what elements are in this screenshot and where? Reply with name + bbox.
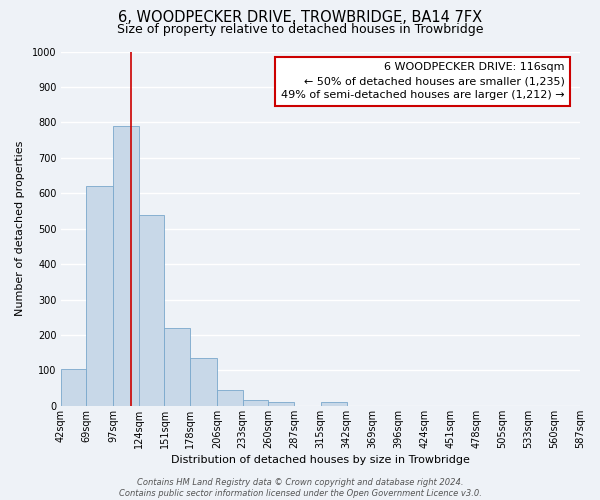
Bar bbox=[268, 402, 294, 406]
Bar bbox=[139, 214, 164, 406]
Bar bbox=[321, 402, 347, 406]
Bar bbox=[86, 186, 113, 406]
Bar bbox=[164, 328, 190, 406]
Bar bbox=[61, 368, 86, 406]
Text: Size of property relative to detached houses in Trowbridge: Size of property relative to detached ho… bbox=[117, 22, 483, 36]
Bar bbox=[190, 358, 217, 406]
Text: 6, WOODPECKER DRIVE, TROWBRIDGE, BA14 7FX: 6, WOODPECKER DRIVE, TROWBRIDGE, BA14 7F… bbox=[118, 10, 482, 25]
Bar bbox=[242, 400, 268, 406]
Bar bbox=[217, 390, 242, 406]
Y-axis label: Number of detached properties: Number of detached properties bbox=[15, 141, 25, 316]
Text: Contains HM Land Registry data © Crown copyright and database right 2024.
Contai: Contains HM Land Registry data © Crown c… bbox=[119, 478, 481, 498]
X-axis label: Distribution of detached houses by size in Trowbridge: Distribution of detached houses by size … bbox=[171, 455, 470, 465]
Text: 6 WOODPECKER DRIVE: 116sqm
← 50% of detached houses are smaller (1,235)
49% of s: 6 WOODPECKER DRIVE: 116sqm ← 50% of deta… bbox=[281, 62, 565, 100]
Bar bbox=[113, 126, 139, 406]
